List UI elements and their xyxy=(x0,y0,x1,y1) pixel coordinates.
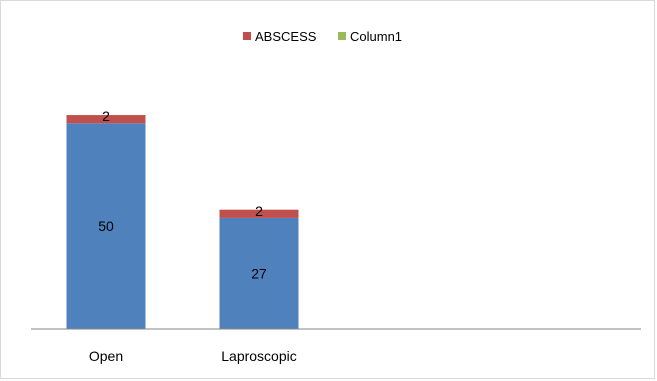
data-label-abscess-laproscopic: 2 xyxy=(255,203,263,219)
legend: ABSCESS Column1 xyxy=(243,29,402,44)
legend-swatch-column1 xyxy=(338,32,346,40)
x-axis-tick-labels: Open Laproscopic xyxy=(89,348,297,364)
x-tick-label-open: Open xyxy=(89,348,123,364)
x-tick-label-laproscopic: Laproscopic xyxy=(221,348,297,364)
bar-abscess-open xyxy=(66,115,146,124)
data-labels: 50 2 27 2 xyxy=(98,108,267,281)
bar-series-0-open xyxy=(66,123,146,330)
legend-swatch-abscess xyxy=(243,32,251,40)
bar-abscess-laproscopic xyxy=(219,209,299,218)
bar-series-0-laproscopic xyxy=(219,217,299,329)
data-label-series-0-laproscopic: 27 xyxy=(251,265,267,281)
legend-label-column1: Column1 xyxy=(350,29,402,44)
legend-label-abscess: ABSCESS xyxy=(255,29,317,44)
bars xyxy=(66,115,299,330)
data-label-abscess-open: 2 xyxy=(102,108,110,124)
data-label-series-0-open: 50 xyxy=(98,218,114,234)
